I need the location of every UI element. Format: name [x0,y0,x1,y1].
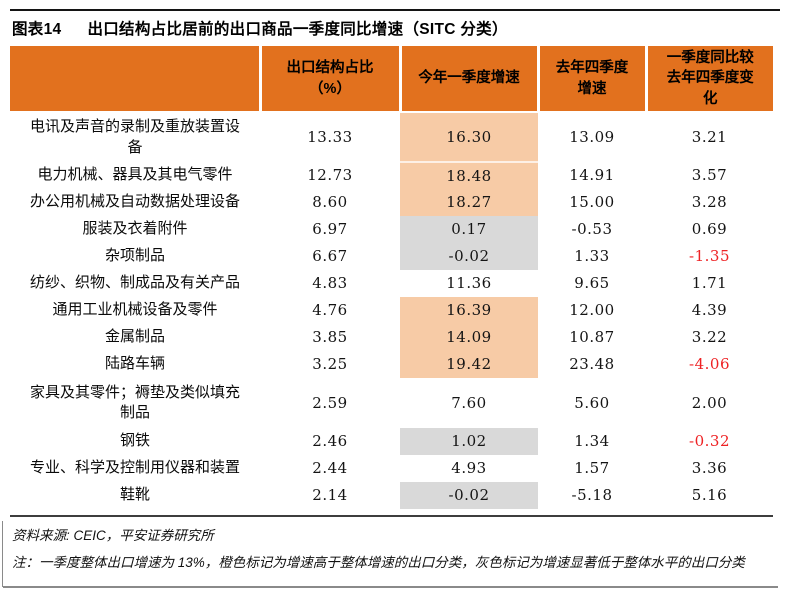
share-cell: 3.85 [312,328,348,347]
share-cell: 2.59 [312,393,348,412]
q4-growth-cell: 5.60 [574,393,610,412]
table-row: 服装及衣着附件 6.97 0.17 -0.53 0.69 [10,216,773,243]
share-cell: 2.46 [312,432,348,451]
figure-title-text: 出口结构占比居前的出口商品一季度同比增速（SITC 分类） [87,21,508,38]
table-body: 电讯及声音的录制及重放装置设 备 13.33 16.30 13.09 3.21 电力机械、… [10,112,773,509]
q1-growth-cell: 4.93 [451,459,487,478]
q4-growth-cell: 14.91 [569,166,615,185]
table-row: 专业、科学及控制用仪器和装置 2.44 4.93 1.57 3.36 [10,455,773,482]
category-cell: 杂项制品 [104,247,165,265]
header-category [10,46,260,113]
table-row: 电力机械、器具及其电气零件 12.73 18.48 14.91 3.57 [10,162,773,189]
category-cell: 电讯及声音的录制及重放装置设 备 [29,118,240,156]
q1-growth-cell: -0.02 [400,482,538,509]
share-cell: 2.44 [312,459,348,478]
category-cell: 纺纱、织物、制成品及有关产品 [29,274,240,292]
change-cell: -4.06 [689,355,730,374]
change-cell: 4.39 [691,301,728,320]
q1-growth-cell: 0.17 [400,216,538,243]
q4-growth-cell: 1.33 [574,247,610,266]
q1-growth-cell: 18.48 [400,162,538,189]
q4-growth-cell: 23.48 [569,355,615,374]
category-cell: 鞋靴 [119,486,150,504]
change-cell: 3.57 [691,166,728,185]
q4-growth-cell: 10.87 [569,328,615,347]
table-header: 出口结构占比 （%） 今年一季度增速 去年四季度 增速 一季度同比较 去年四季度… [10,46,773,113]
table-row: 办公用机械及自动数据处理设备 8.60 18.27 15.00 3.28 [10,189,773,216]
table-row: 纺纱、织物、制成品及有关产品 4.83 11.36 9.65 1.71 [10,270,773,297]
table-row: 电讯及声音的录制及重放装置设 备 13.33 16.30 13.09 3.21 [10,112,773,163]
q4-growth-cell: 9.65 [574,274,610,293]
category-cell: 电力机械、器具及其电气零件 [37,166,233,184]
footer-rule [10,515,773,517]
left-border-tick [2,521,3,587]
category-cell: 钢铁 [119,432,150,450]
q1-growth-cell: 11.36 [446,274,492,293]
share-cell: 13.33 [307,128,353,147]
change-cell: -1.35 [689,247,730,266]
table-row: 家具及其零件；褥垫及类似填充 制品 2.59 7.60 5.60 2.00 [10,378,773,428]
category-cell: 办公用机械及自动数据处理设备 [29,193,240,211]
change-cell: 1.71 [691,274,728,293]
category-cell: 专业、科学及控制用仪器和装置 [29,459,240,477]
footnote: 注：一季度整体出口增速为 13%，橙色标记为增速高于整体增速的出口分类，灰色标记… [12,555,745,570]
q1-growth-cell: 16.30 [400,112,538,163]
q1-growth-cell: 18.27 [400,189,538,216]
export-growth-table: 出口结构占比 （%） 今年一季度增速 去年四季度 增速 一季度同比较 去年四季度… [10,46,773,509]
header-q4-growth: 去年四季度 增速 [536,46,646,113]
q1-growth-cell: -0.02 [400,243,538,270]
category-cell: 服装及衣着附件 [82,220,188,238]
category-cell: 通用工业机械设备及零件 [52,301,218,319]
source-note: 资料来源: CEIC，平安证券研究所 [12,528,214,543]
category-cell: 陆路车辆 [104,355,165,373]
change-cell: 0.69 [691,220,728,239]
bottom-rule [3,586,778,588]
table-row: 金属制品 3.85 14.09 10.87 3.22 [10,324,773,351]
table-row: 杂项制品 6.67 -0.02 1.33 -1.35 [10,243,773,270]
header-change: 一季度同比较 去年四季度变 化 [644,46,773,113]
share-cell: 6.97 [312,220,348,239]
q4-growth-cell: 12.00 [569,301,615,320]
change-cell: 2.00 [691,393,728,412]
q4-growth-cell: 1.34 [574,432,610,451]
change-cell: 5.16 [691,486,728,505]
share-cell: 6.67 [312,247,348,266]
table-row: 陆路车辆 3.25 19.42 23.48 -4.06 [10,351,773,378]
share-cell: 2.14 [312,486,348,505]
q1-growth-cell: 19.42 [400,351,538,378]
share-cell: 8.60 [312,193,348,212]
change-cell: 3.36 [691,459,728,478]
q4-growth-cell: 13.09 [569,128,615,147]
change-cell: -0.32 [689,432,730,451]
q4-growth-cell: 15.00 [569,193,615,212]
q1-growth-cell: 16.39 [400,297,538,324]
header-export-share: 出口结构占比 （%） [258,46,400,113]
q4-growth-cell: -0.53 [571,220,613,239]
change-cell: 3.21 [691,128,728,147]
top-rule [10,9,780,11]
q1-growth-cell: 7.60 [451,393,487,412]
figure-title: 图表14 出口结构占比居前的出口商品一季度同比增速（SITC 分类） [12,17,788,39]
header-q1-growth: 今年一季度增速 [398,46,538,113]
table-row: 钢铁 2.46 1.02 1.34 -0.32 [10,428,773,455]
q4-growth-cell: -5.18 [571,486,613,505]
table-row: 鞋靴 2.14 -0.02 -5.18 5.16 [10,482,773,509]
share-cell: 3.25 [312,355,348,374]
category-cell: 家具及其零件；褥垫及类似填充 制品 [29,383,240,421]
change-cell: 3.22 [691,328,728,347]
share-cell: 4.76 [312,301,348,320]
table-row: 通用工业机械设备及零件 4.76 16.39 12.00 4.39 [10,297,773,324]
share-cell: 12.73 [307,166,353,185]
category-cell: 金属制品 [104,328,165,346]
q4-growth-cell: 1.57 [574,459,610,478]
figure-number: 图表14 [12,21,62,38]
q1-growth-cell: 14.09 [400,324,538,351]
q1-growth-cell: 1.02 [400,428,538,455]
share-cell: 4.83 [312,274,348,293]
figure-page: 图表14 出口结构占比居前的出口商品一季度同比增速（SITC 分类） 出口结构占比… [0,9,788,615]
change-cell: 3.28 [691,193,728,212]
